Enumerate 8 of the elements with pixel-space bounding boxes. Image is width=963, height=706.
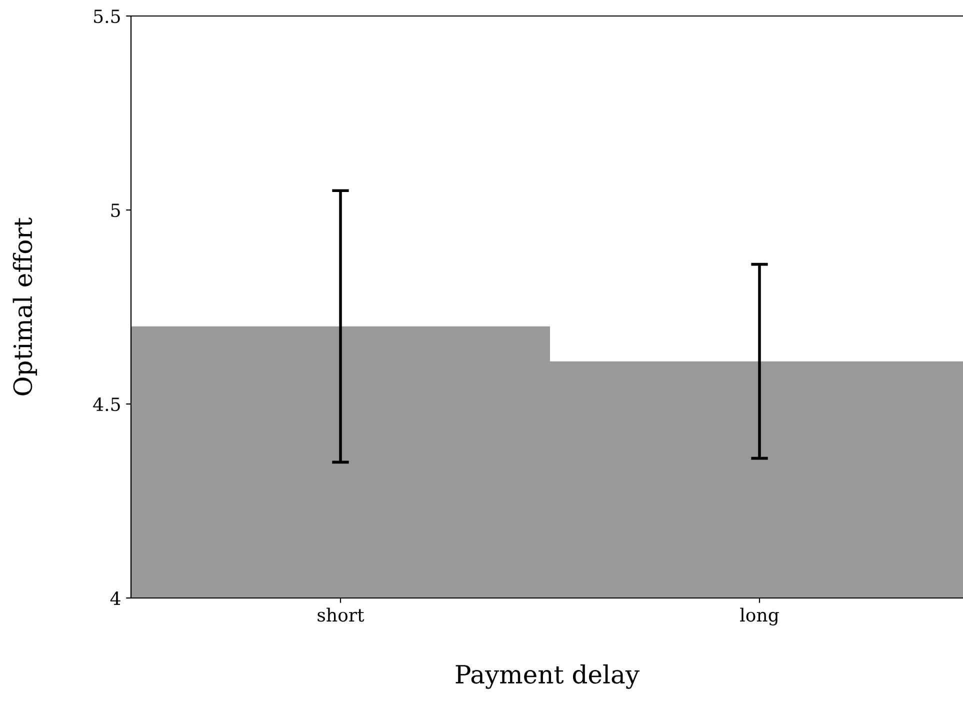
x-tick-label: short [318,608,364,622]
y-tick-label: 4.5 [93,397,120,412]
y-tick-label: 4 [110,591,120,605]
x-tick-label: long [740,608,779,626]
y-tick-label: 5 [111,204,120,218]
y-tick-label: 5.5 [94,10,120,24]
x-axis-title: Payment delay [456,664,640,689]
y-axis-title: Optimal effort [12,217,38,396]
